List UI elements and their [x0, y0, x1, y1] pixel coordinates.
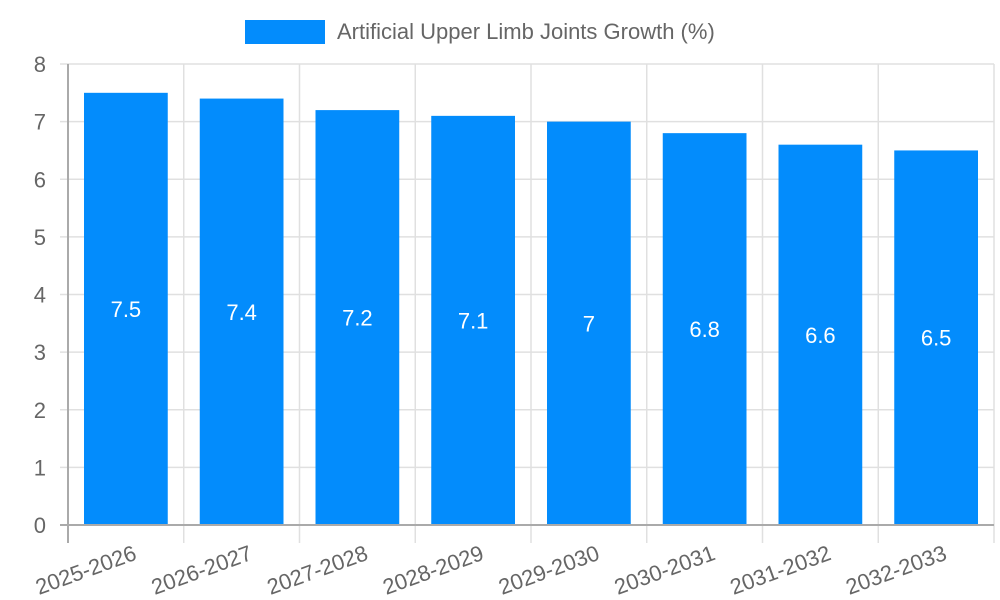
x-tick-label: 2029-2030: [495, 540, 602, 599]
bar[interactable]: [315, 110, 400, 525]
bar[interactable]: [199, 98, 284, 525]
x-tick-label: 2025-2026: [32, 540, 139, 599]
y-tick-label: 8: [34, 52, 46, 77]
bar-value-label: 6.5: [921, 326, 952, 351]
legend-swatch: [245, 20, 325, 44]
bar-value-label: 7.1: [458, 308, 489, 333]
y-axis-ticks: 0 1 2 3 4 5 6 7 8: [34, 52, 46, 538]
bar-value-label: 7.5: [111, 297, 142, 322]
y-tick-label: 0: [34, 513, 46, 538]
y-tick-label: 6: [34, 167, 46, 192]
x-tick-label: 2032-2033: [842, 540, 949, 599]
x-tick-label: 2026-2027: [148, 540, 255, 599]
x-tick-label: 2030-2031: [611, 540, 718, 599]
x-tick-label: 2028-2029: [379, 540, 486, 599]
data-labels: 7.5 7.4 7.2 7.1 7 6.8 6.6 6.5: [111, 297, 952, 351]
legend-label: Artificial Upper Limb Joints Growth (%): [337, 19, 715, 44]
x-axis-ticks: 2025-2026 2026-2027 2027-2028 2028-2029 2029…: [32, 540, 950, 599]
chart-legend[interactable]: Artificial Upper Limb Joints Growth (%): [245, 18, 715, 46]
bar-value-label: 7: [583, 311, 595, 336]
y-tick-label: 5: [34, 225, 46, 250]
y-tick-label: 4: [34, 283, 46, 308]
bar-value-label: 7.2: [342, 306, 373, 331]
bar-value-label: 6.8: [689, 317, 720, 342]
y-tick-label: 1: [34, 455, 46, 480]
bar[interactable]: [662, 133, 747, 525]
bar-value-label: 6.6: [805, 323, 836, 348]
bar[interactable]: [778, 144, 863, 526]
bar-value-label: 7.4: [226, 300, 257, 325]
axes: [60, 64, 994, 543]
bar[interactable]: [84, 92, 168, 525]
bars: [84, 92, 978, 526]
y-tick-label: 2: [34, 398, 46, 423]
bar[interactable]: [547, 121, 631, 525]
y-tick-label: 3: [34, 340, 46, 365]
x-tick-label: 2031-2032: [727, 540, 834, 599]
bar[interactable]: [894, 150, 978, 525]
y-tick-label: 7: [34, 110, 46, 135]
bar[interactable]: [431, 115, 515, 526]
x-tick-label: 2027-2028: [264, 540, 371, 599]
